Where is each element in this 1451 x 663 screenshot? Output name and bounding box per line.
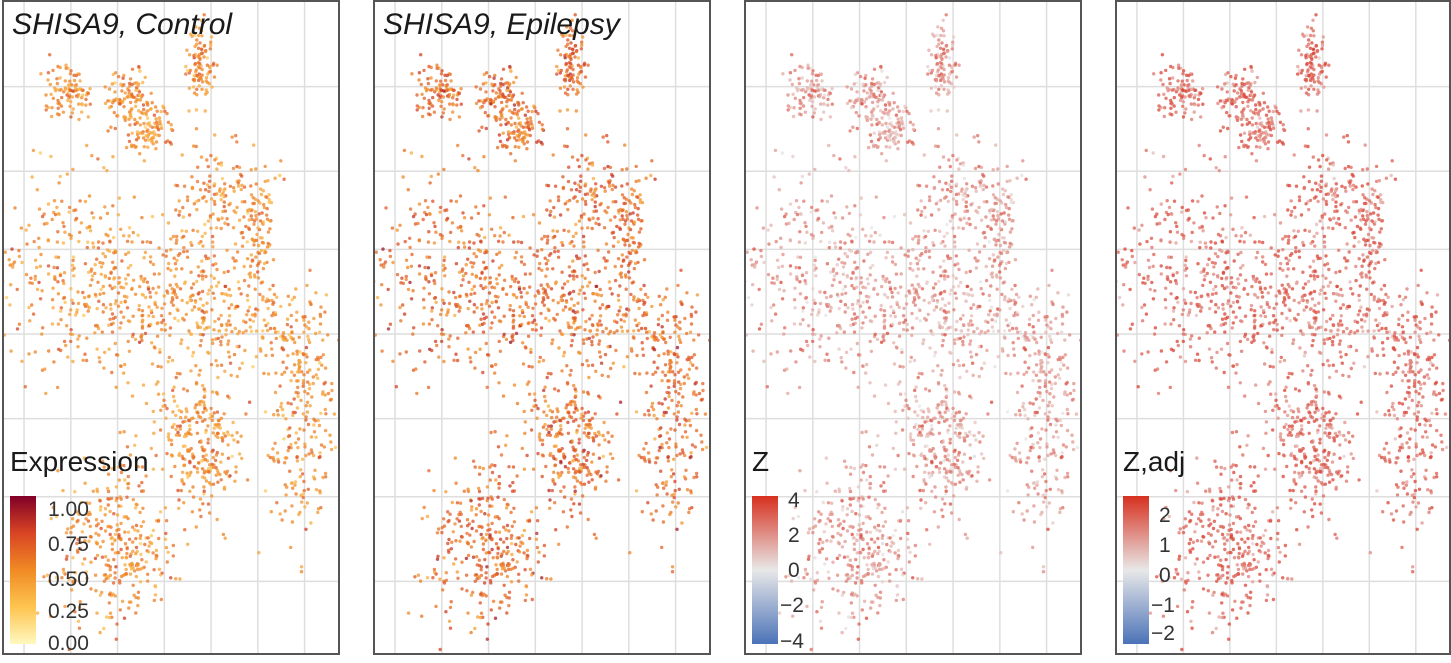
points (746, 13, 1080, 652)
umap-plot (375, 2, 709, 653)
legend-tick: 4 (788, 489, 800, 512)
legend-tick: −2 (1151, 622, 1175, 645)
legend-tick: 0.00 (48, 632, 89, 655)
umap-plot (1117, 2, 1449, 653)
legend-tick: −2 (780, 594, 804, 617)
panel-epilepsy: SHISA9, Epilepsy (373, 0, 711, 655)
colorbar (10, 496, 36, 644)
legend-tick: −1 (1151, 594, 1175, 617)
legend-tick: 0.50 (48, 568, 89, 591)
legend-tick: 0.25 (48, 600, 89, 623)
legend-title: Z,adj (1123, 446, 1186, 477)
legend-tick: 0 (788, 559, 800, 582)
legend-tick: 2 (788, 524, 800, 547)
umap-plot (746, 2, 1080, 653)
points (375, 13, 709, 652)
panel-z: Z 4 2 0 −2 −4 (744, 0, 1082, 655)
points (1117, 13, 1449, 652)
umap-plot (4, 2, 338, 653)
legend-title: Expression (10, 446, 149, 477)
legend-title: Z (752, 446, 770, 477)
legend-tick: 0 (1159, 564, 1171, 587)
legend-tick: −4 (780, 630, 804, 653)
legend-tick: 2 (1159, 504, 1171, 527)
legend-tick: 1 (1159, 534, 1171, 557)
panel-title: SHISA9, Epilepsy (383, 8, 620, 41)
panel-control: SHISA9, Control Expression 1.00 0.75 0.5… (2, 0, 340, 655)
points (4, 13, 338, 652)
colorbar (752, 496, 778, 644)
legend-tick: 1.00 (48, 498, 89, 521)
legend-tick: 0.75 (48, 533, 89, 556)
panel-z-adj: Z,adj 2 1 0 −1 −2 (1115, 0, 1451, 655)
panel-title: SHISA9, Control (12, 8, 233, 41)
colorbar (1123, 496, 1149, 644)
